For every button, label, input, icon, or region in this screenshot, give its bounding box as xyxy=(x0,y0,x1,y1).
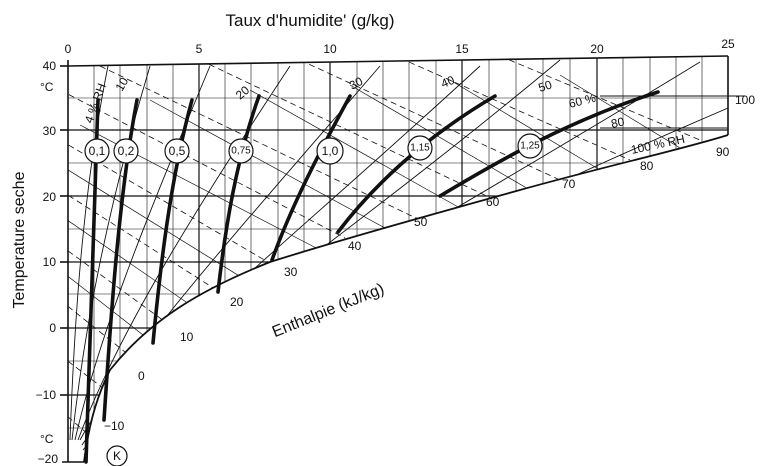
top-axis-title: Taux d'humidite' (g/kg) xyxy=(225,11,394,30)
y-tick-40: 40 xyxy=(43,59,57,73)
rh-label-20: 20 xyxy=(233,83,252,103)
k-label-0-75: 0,75 xyxy=(231,146,251,157)
k-label-1-0: 1,0 xyxy=(322,144,339,158)
rh-label-100: 100 % RH xyxy=(630,132,686,157)
x-tick-labels: 0 5 10 15 20 25 xyxy=(65,37,735,56)
enthalpy-axis-title: Enthalpie (kJ/kg) xyxy=(270,281,387,341)
y-tick-10: 10 xyxy=(43,255,57,269)
k-markers: 0,1 0,2 0,5 0,75 1,0 1,15 1,25 K xyxy=(84,133,543,466)
k-circle-1-25: 1,25 xyxy=(517,133,543,159)
enthalpy-label-10: 10 xyxy=(180,330,194,344)
unit-bottom: °C xyxy=(40,432,54,446)
enthalpy-label-minus10: −10 xyxy=(104,419,125,433)
y-tick-minus20: −20 xyxy=(38,452,59,466)
k-circle-0-2: 0,2 xyxy=(113,138,139,164)
k-label-0-2: 0,2 xyxy=(118,144,135,158)
k-circle-1-0: 1,0 xyxy=(316,137,344,165)
enthalpy-label-0: 0 xyxy=(138,369,145,383)
rh-label-80: 80 xyxy=(610,114,626,131)
chart-outline xyxy=(60,55,729,463)
enthalpy-label-30: 30 xyxy=(284,265,298,279)
k-curve-0-75 xyxy=(216,94,261,294)
enthalpy-label-60: 60 xyxy=(486,195,500,209)
x-tick-10: 10 xyxy=(323,42,337,56)
k-circle-0-1: 0,1 xyxy=(84,138,110,164)
k-circle-0-5: 0,5 xyxy=(164,138,190,164)
k-marker-label: K xyxy=(113,449,121,463)
k-label-1-25: 1,25 xyxy=(520,141,540,152)
enthalpy-label-50: 50 xyxy=(414,215,428,229)
rh-label-40: 40 xyxy=(439,73,457,91)
k-circle-1-15: 1,15 xyxy=(407,135,433,161)
rh-label-50: 50 xyxy=(537,77,554,95)
x-tick-5: 5 xyxy=(196,42,203,56)
y-tick-0: 0 xyxy=(49,321,56,335)
x-tick-0: 0 xyxy=(65,42,72,56)
rh-label-60: 60 % xyxy=(567,91,597,111)
enthalpy-label-100: 100 xyxy=(735,93,755,107)
rh-label-10: 10 xyxy=(112,75,131,94)
y-tick-labels: 40 30 20 10 0 −10 −20 °C °C xyxy=(36,59,59,466)
k-label-1-15: 1,15 xyxy=(410,143,430,154)
y-tick-20: 20 xyxy=(43,190,57,204)
k-label-0-5: 0,5 xyxy=(169,144,186,158)
enthalpy-label-40: 40 xyxy=(348,239,362,253)
rh-label-4: 4 % RH xyxy=(82,81,109,125)
unit-top: °C xyxy=(40,80,54,94)
k-circle-0-75: 0,75 xyxy=(228,138,254,164)
x-tick-20: 20 xyxy=(590,42,604,56)
k-label-0-1: 0,1 xyxy=(89,144,106,158)
k-marker-circle: K xyxy=(106,445,128,466)
y-tick-minus10: −10 xyxy=(36,388,57,402)
x-tick-25: 25 xyxy=(721,37,735,51)
k-curve-1-0 xyxy=(270,94,352,262)
enthalpy-label-70: 70 xyxy=(562,177,576,191)
enthalpy-label-20: 20 xyxy=(230,295,244,309)
rh-label-30: 30 xyxy=(347,74,366,93)
enthalpy-label-90: 90 xyxy=(716,145,730,159)
y-axis-title: Temperature seche xyxy=(11,171,28,308)
enthalpy-label-80: 80 xyxy=(640,159,654,173)
k-curve-0-5 xyxy=(151,98,194,345)
saturation-curve xyxy=(83,134,729,463)
enthalpy-labels: −10 0 10 20 30 40 50 60 70 80 90 100 xyxy=(104,93,755,433)
y-tick-30: 30 xyxy=(43,124,57,138)
k-curve-1-15 xyxy=(336,94,497,234)
x-tick-15: 15 xyxy=(455,42,469,56)
